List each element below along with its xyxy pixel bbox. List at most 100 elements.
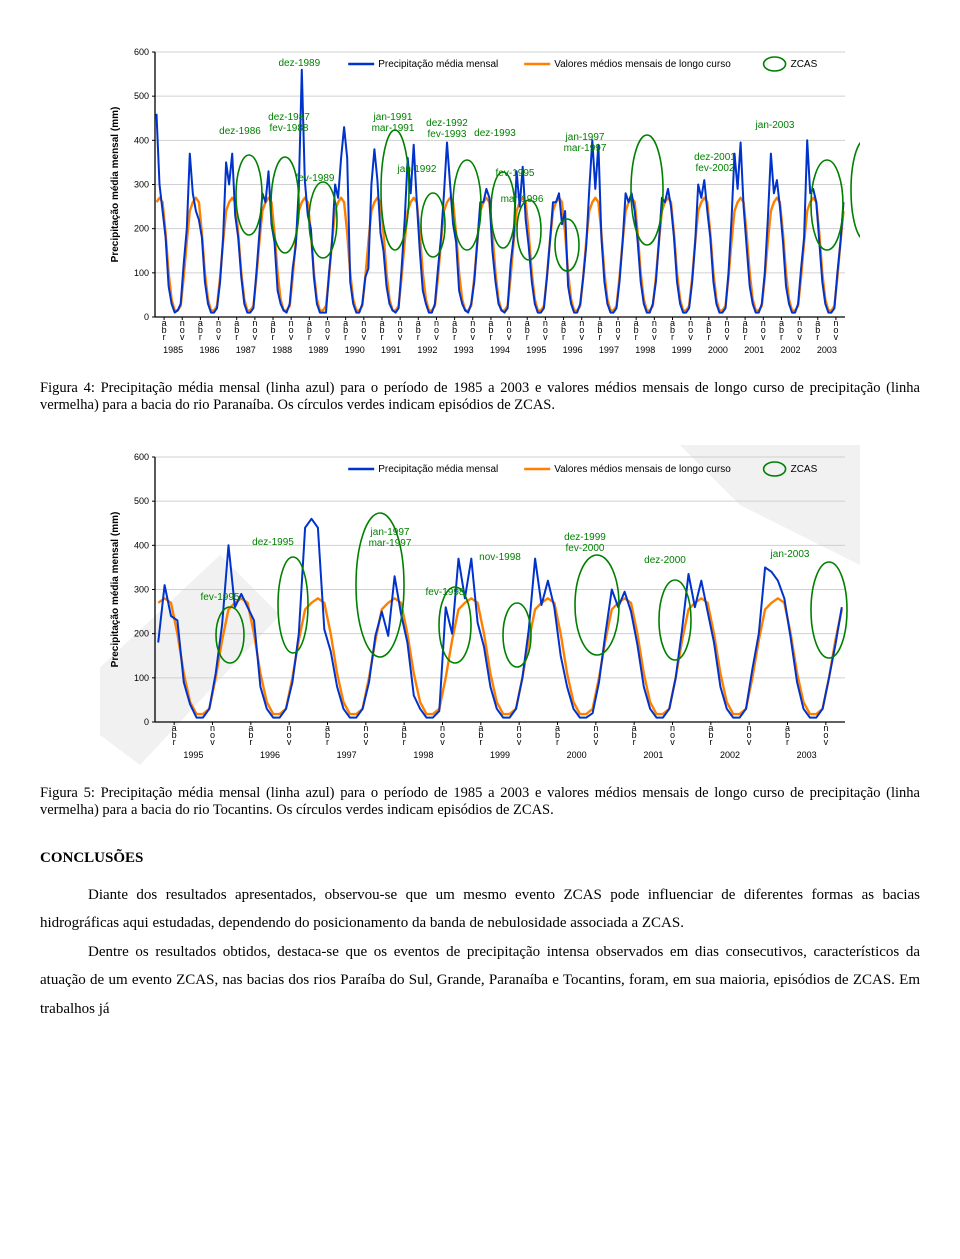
svg-text:r: r — [556, 737, 559, 747]
svg-text:r: r — [816, 332, 819, 342]
svg-text:nov-1998: nov-1998 — [479, 552, 521, 563]
svg-text:v: v — [362, 332, 367, 342]
svg-text:1993: 1993 — [454, 345, 474, 355]
svg-text:200: 200 — [134, 224, 149, 234]
svg-text:v: v — [579, 332, 584, 342]
svg-text:400: 400 — [134, 135, 149, 145]
svg-text:v: v — [440, 737, 445, 747]
svg-text:r: r — [598, 332, 601, 342]
svg-text:1995: 1995 — [526, 345, 546, 355]
svg-text:r: r — [707, 332, 710, 342]
svg-text:v: v — [616, 332, 621, 342]
svg-text:Valores médios mensais de long: Valores médios mensais de longo curso — [554, 464, 731, 475]
svg-text:1991: 1991 — [381, 345, 401, 355]
svg-text:jan-2003: jan-2003 — [770, 549, 810, 560]
svg-text:0: 0 — [144, 312, 149, 322]
svg-text:r: r — [163, 332, 166, 342]
chart-figure-5: 0100200300400500600Precipitação média me… — [100, 445, 860, 775]
svg-text:1999: 1999 — [672, 345, 692, 355]
svg-text:r: r — [526, 332, 529, 342]
svg-text:r: r — [403, 737, 406, 747]
svg-text:r: r — [272, 332, 275, 342]
svg-text:r: r — [344, 332, 347, 342]
svg-text:1997: 1997 — [337, 750, 357, 760]
svg-text:r: r — [326, 737, 329, 747]
svg-text:600: 600 — [134, 452, 149, 462]
svg-text:r: r — [173, 737, 176, 747]
svg-text:v: v — [824, 737, 829, 747]
svg-text:r: r — [453, 332, 456, 342]
svg-text:dez-1989: dez-1989 — [278, 58, 320, 69]
svg-text:400: 400 — [134, 540, 149, 550]
svg-text:2003: 2003 — [817, 345, 837, 355]
svg-text:mar-1997: mar-1997 — [564, 143, 607, 154]
svg-text:300: 300 — [134, 584, 149, 594]
svg-text:r: r — [308, 332, 311, 342]
svg-text:1996: 1996 — [260, 750, 280, 760]
svg-text:100: 100 — [134, 673, 149, 683]
svg-text:500: 500 — [134, 496, 149, 506]
svg-text:v: v — [325, 332, 330, 342]
caption-figure-5: Figura 5: Precipitação média mensal (lin… — [40, 785, 920, 820]
svg-text:mar-1991: mar-1991 — [372, 123, 415, 134]
svg-text:fev-2002: fev-2002 — [696, 163, 735, 174]
svg-text:r: r — [249, 737, 252, 747]
svg-text:v: v — [797, 332, 802, 342]
svg-text:v: v — [289, 332, 294, 342]
svg-text:fev-1995: fev-1995 — [496, 168, 535, 179]
svg-text:v: v — [834, 332, 839, 342]
svg-text:fev-1988: fev-1988 — [270, 123, 309, 134]
svg-text:2001: 2001 — [643, 750, 663, 760]
section-title-conclusoes: CONCLUSÕES — [40, 850, 920, 867]
svg-text:Valores médios mensais de long: Valores médios mensais de longo curso — [554, 59, 731, 70]
svg-text:fev-1993: fev-1993 — [428, 129, 467, 140]
svg-text:v: v — [180, 332, 185, 342]
svg-text:v: v — [670, 737, 675, 747]
chart1-svg: 0100200300400500600Precipitação média me… — [100, 40, 860, 370]
svg-text:r: r — [489, 332, 492, 342]
svg-text:fev-2000: fev-2000 — [566, 543, 605, 554]
svg-text:r: r — [780, 332, 783, 342]
svg-text:2003: 2003 — [797, 750, 817, 760]
svg-text:r: r — [633, 737, 636, 747]
svg-text:1994: 1994 — [490, 345, 510, 355]
body-paragraph-2: Dentre os resultados obtidos, destaca-se… — [40, 938, 920, 1024]
svg-text:1998: 1998 — [413, 750, 433, 760]
svg-text:dez-1992: dez-1992 — [426, 118, 468, 129]
svg-text:r: r — [671, 332, 674, 342]
svg-text:200: 200 — [134, 628, 149, 638]
svg-text:1996: 1996 — [563, 345, 583, 355]
svg-text:2000: 2000 — [708, 345, 728, 355]
svg-text:jan-1991: jan-1991 — [373, 112, 413, 123]
svg-text:v: v — [287, 737, 292, 747]
svg-text:v: v — [471, 332, 476, 342]
svg-text:r: r — [562, 332, 565, 342]
svg-text:r: r — [709, 737, 712, 747]
svg-text:1997: 1997 — [599, 345, 619, 355]
svg-text:600: 600 — [134, 47, 149, 57]
svg-text:v: v — [747, 737, 752, 747]
svg-text:r: r — [479, 737, 482, 747]
svg-text:jan-1997: jan-1997 — [565, 132, 605, 143]
svg-text:v: v — [761, 332, 766, 342]
caption-figure-4: Figura 4: Precipitação média mensal (lin… — [40, 380, 920, 415]
svg-text:dez-2000: dez-2000 — [644, 555, 686, 566]
svg-text:v: v — [594, 737, 599, 747]
svg-text:1988: 1988 — [272, 345, 292, 355]
svg-text:v: v — [652, 332, 657, 342]
svg-text:r: r — [417, 332, 420, 342]
svg-text:jan-1997: jan-1997 — [370, 527, 410, 538]
chart-figure-4: 0100200300400500600Precipitação média me… — [100, 40, 860, 370]
svg-text:100: 100 — [134, 268, 149, 278]
svg-text:fev-1998: fev-1998 — [426, 587, 465, 598]
svg-text:ZCAS: ZCAS — [791, 464, 818, 475]
svg-text:v: v — [507, 332, 512, 342]
svg-text:v: v — [725, 332, 730, 342]
svg-text:1986: 1986 — [199, 345, 219, 355]
svg-text:500: 500 — [134, 91, 149, 101]
svg-text:dez-1993: dez-1993 — [474, 128, 516, 139]
svg-text:v: v — [364, 737, 369, 747]
svg-text:Precipitação média mensal: Precipitação média mensal — [378, 59, 498, 70]
svg-text:v: v — [216, 332, 221, 342]
svg-text:1999: 1999 — [490, 750, 510, 760]
